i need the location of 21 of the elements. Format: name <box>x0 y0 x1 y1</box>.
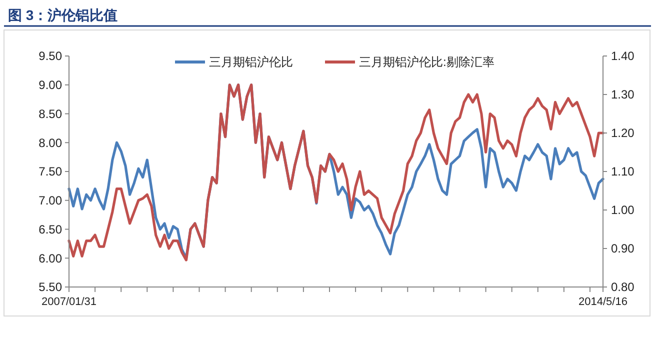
y-tick-label: 9.00 <box>38 78 62 92</box>
y2-tick-label: 1.30 <box>611 88 635 102</box>
y2-tick-label: 1.00 <box>611 203 635 218</box>
y-tick-label: 7.50 <box>38 164 62 179</box>
y-tick-label: 9.50 <box>38 49 62 64</box>
x-tick-label: 2014/5/16 <box>578 296 628 308</box>
y-tick-label: 8.00 <box>38 136 62 150</box>
chart-title: 图 3：沪伦铝比值 <box>8 7 118 23</box>
y-tick-label: 5.50 <box>38 280 62 294</box>
y-tick-label: 6.00 <box>38 251 62 266</box>
y-tick-label: 8.50 <box>38 106 62 121</box>
legend-label: 三月期铝沪伦比:剔除汇率 <box>359 55 494 70</box>
y-tick-label: 6.50 <box>38 222 62 236</box>
y2-tick-label: 1.40 <box>611 49 635 64</box>
y2-tick-label: 0.90 <box>611 242 635 256</box>
y-tick-label: 7.00 <box>38 194 62 208</box>
x-tick-label: 2007/01/31 <box>41 296 97 308</box>
y2-tick-label: 1.20 <box>611 126 635 140</box>
legend-label: 三月期铝沪伦比 <box>209 55 293 70</box>
y2-tick-label: 0.80 <box>611 280 635 294</box>
y2-tick-label: 1.10 <box>611 164 635 179</box>
